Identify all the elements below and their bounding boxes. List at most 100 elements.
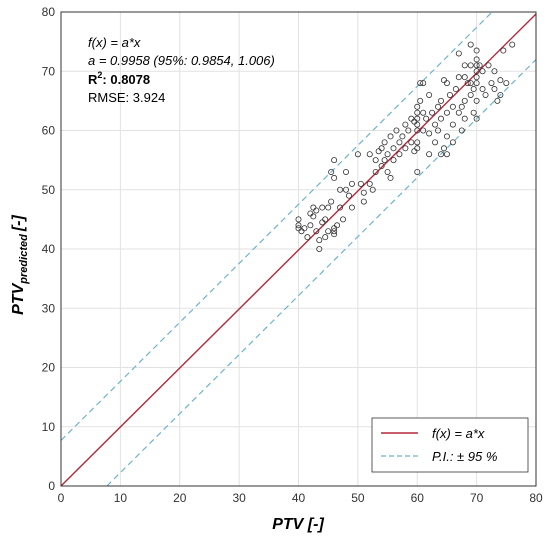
data-point — [423, 115, 430, 122]
data-point — [455, 50, 462, 57]
data-point — [452, 86, 459, 93]
data-point — [420, 127, 427, 134]
annotation-r2-value: : 0.8078 — [102, 72, 150, 87]
data-point — [366, 180, 373, 187]
data-point — [464, 80, 471, 87]
data-point — [372, 157, 379, 164]
data-point — [432, 139, 439, 146]
y-tick-label: 40 — [42, 242, 56, 256]
data-point — [384, 168, 391, 175]
data-point — [437, 151, 444, 158]
data-point — [414, 139, 421, 146]
y-tick-label: 30 — [42, 301, 56, 315]
y-tick-labels: 0 10 20 30 40 50 60 70 80 — [42, 5, 56, 493]
data-point — [443, 80, 450, 87]
data-point — [491, 86, 498, 93]
data-point — [357, 180, 364, 187]
legend-pi-label: P.I.: ± 95 % — [432, 449, 497, 464]
data-point — [348, 204, 355, 211]
data-point — [414, 121, 421, 128]
data-point — [461, 115, 468, 122]
data-point — [426, 151, 433, 158]
data-point — [360, 198, 367, 205]
data-point — [449, 139, 456, 146]
data-point — [414, 127, 421, 134]
y-tick-label: 20 — [42, 361, 56, 375]
data-point — [414, 103, 421, 110]
data-point — [473, 74, 480, 81]
data-point — [455, 109, 462, 116]
data-point — [473, 68, 480, 75]
data-point — [420, 109, 427, 116]
data-point — [396, 139, 403, 146]
y-tick-label: 0 — [48, 479, 55, 493]
data-point — [494, 97, 501, 104]
fit-annotation: f(x) = a*x a = 0.9958 (95%: 0.9854, 1.00… — [88, 35, 275, 105]
data-point — [396, 151, 403, 158]
data-point — [393, 127, 400, 134]
annotation-equation: f(x) = a*x — [88, 35, 141, 50]
y-tick-label: 80 — [42, 5, 56, 19]
data-point — [381, 139, 388, 146]
data-point — [319, 219, 326, 226]
data-point — [319, 204, 326, 211]
data-point — [408, 139, 415, 146]
data-point — [295, 222, 302, 229]
data-point — [443, 109, 450, 116]
data-point — [497, 91, 504, 98]
data-point — [322, 234, 329, 241]
data-point — [414, 115, 421, 122]
data-point — [331, 157, 338, 164]
data-point — [325, 204, 332, 211]
data-point — [449, 121, 456, 128]
data-point — [411, 148, 418, 155]
data-point — [414, 145, 421, 152]
data-point — [461, 62, 468, 69]
data-point — [345, 192, 352, 199]
data-point — [340, 216, 347, 223]
x-tick-label: 30 — [232, 491, 246, 505]
x-tick-label: 10 — [114, 491, 128, 505]
data-point — [390, 157, 397, 164]
data-point — [405, 127, 412, 134]
data-point — [440, 77, 447, 84]
legend-fit-label: f(x) = a*x — [432, 426, 485, 441]
data-point — [470, 86, 477, 93]
y-tick-label: 50 — [42, 183, 56, 197]
data-point — [375, 148, 382, 155]
data-point — [420, 80, 427, 87]
data-point — [354, 151, 361, 158]
data-point — [313, 207, 320, 214]
data-point — [384, 151, 391, 158]
y-tick-label: 60 — [42, 124, 56, 138]
data-point — [473, 115, 480, 122]
pi-upper-line — [60, 11, 493, 441]
data-point — [473, 97, 480, 104]
data-point — [348, 180, 355, 187]
data-point — [310, 213, 317, 220]
x-tick-label: 40 — [292, 491, 306, 505]
data-point — [295, 216, 302, 223]
data-point — [310, 204, 317, 211]
annotation-coefficient: a = 0.9958 (95%: 0.9854, 1.006) — [88, 53, 275, 68]
plot-frame — [60, 11, 537, 487]
data-point — [440, 145, 447, 152]
data-point — [304, 234, 311, 241]
data-point — [467, 91, 474, 98]
data-point — [387, 174, 394, 181]
data-point — [369, 186, 376, 193]
data-point — [437, 97, 444, 104]
data-point — [342, 186, 349, 193]
data-point — [503, 80, 510, 87]
data-point — [473, 62, 480, 69]
data-points — [295, 41, 516, 252]
y-tick-label: 10 — [42, 420, 56, 434]
data-point — [337, 186, 344, 193]
data-point — [429, 109, 436, 116]
data-point — [360, 189, 367, 196]
data-point — [366, 151, 373, 158]
data-point — [443, 151, 450, 158]
y-axis-label-main: PTV — [10, 282, 27, 314]
data-point — [414, 109, 421, 116]
data-point — [342, 168, 349, 175]
